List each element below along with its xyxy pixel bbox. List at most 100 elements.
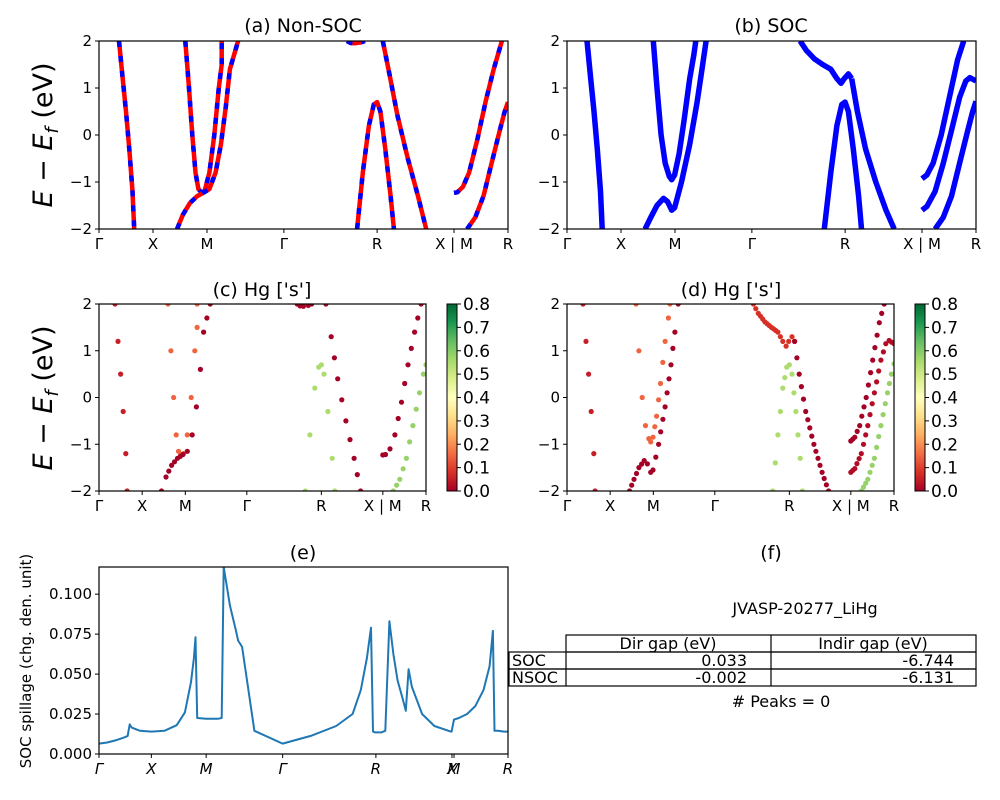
peaks-count: # Peaks = 0 bbox=[732, 692, 831, 711]
band-point bbox=[798, 384, 805, 390]
band-point bbox=[675, 304, 681, 307]
x-tick-label: Γ bbox=[95, 497, 104, 515]
band-point bbox=[668, 362, 674, 368]
band-point bbox=[826, 488, 832, 491]
band-point bbox=[878, 423, 884, 429]
band-point bbox=[807, 425, 813, 431]
colorbar-tick-label: 0.6 bbox=[463, 342, 490, 362]
panel-d-colorbar bbox=[914, 303, 926, 492]
band-point bbox=[660, 416, 666, 422]
y-tick-label: 0 bbox=[82, 126, 92, 144]
band-point bbox=[786, 362, 793, 368]
band-point bbox=[654, 413, 660, 419]
panel-b-title: (b) SOC bbox=[734, 15, 807, 37]
band-point bbox=[770, 488, 776, 491]
band-point bbox=[642, 423, 649, 429]
x-tick-label: Γ bbox=[563, 235, 572, 253]
y-tick-label: 0 bbox=[550, 126, 560, 144]
band-point bbox=[192, 348, 198, 354]
panel-d-axes: −2 −1 0 1 2 Γ X M Γ R X | M R bbox=[538, 295, 899, 515]
band-point bbox=[633, 304, 639, 307]
x-tick-label: R bbox=[503, 760, 513, 778]
band-point bbox=[171, 459, 178, 465]
spillage-line bbox=[99, 567, 508, 745]
x-tick-label: X bbox=[605, 497, 615, 515]
band-point bbox=[329, 455, 335, 461]
band-point bbox=[194, 304, 200, 307]
band-point bbox=[794, 355, 800, 361]
band-7-line bbox=[920, 74, 976, 213]
band-point bbox=[867, 469, 873, 475]
band-point bbox=[811, 441, 817, 447]
x-tick-label: X bbox=[137, 497, 147, 515]
panel-c-colorbar bbox=[446, 303, 458, 492]
band-point bbox=[586, 371, 592, 377]
band-point bbox=[394, 482, 400, 488]
ylabel-c-sub: f bbox=[42, 388, 63, 397]
band-point bbox=[115, 338, 121, 344]
band-point bbox=[328, 334, 334, 340]
band-point bbox=[173, 432, 179, 438]
band-5-line bbox=[380, 41, 429, 229]
band-point bbox=[343, 418, 349, 424]
band-point bbox=[882, 401, 888, 407]
band-point bbox=[410, 423, 416, 429]
band-point bbox=[856, 456, 862, 462]
band-point bbox=[813, 448, 819, 454]
band-point bbox=[163, 474, 169, 480]
colorbar-tick-label: 0.2 bbox=[931, 435, 958, 455]
band-point bbox=[184, 448, 190, 454]
colorbar-tick-label: 0.0 bbox=[463, 482, 490, 502]
y-tick-label: 2 bbox=[550, 32, 560, 50]
x-tick-label: X bbox=[148, 235, 158, 253]
x-tick-label: R bbox=[840, 235, 850, 253]
band-point bbox=[592, 488, 598, 491]
band-point bbox=[750, 304, 756, 307]
band-point bbox=[653, 454, 659, 460]
band-point bbox=[860, 484, 867, 490]
ylabel-a-sub: f bbox=[42, 125, 63, 134]
band-point bbox=[880, 412, 886, 418]
band-point bbox=[783, 343, 789, 349]
band-point bbox=[631, 476, 637, 482]
band-point bbox=[413, 406, 419, 412]
band-point bbox=[405, 362, 411, 368]
colorbar-tick-label: 0.0 bbox=[931, 482, 958, 502]
panel-f-table: JVASP-20277_LiHg Dir gap (eV) Indir gap … bbox=[508, 599, 977, 711]
y-tick-label: 1 bbox=[82, 79, 92, 97]
ylabel-c-unit: (eV) bbox=[28, 326, 59, 391]
band-point bbox=[171, 394, 177, 401]
band-point bbox=[641, 458, 647, 464]
band-point bbox=[865, 476, 871, 482]
colorbar-tick-label: 0.8 bbox=[931, 295, 958, 315]
band-point bbox=[852, 434, 858, 440]
band-point bbox=[302, 488, 308, 491]
colorbar-tick-label: 0.8 bbox=[463, 295, 490, 315]
band-point bbox=[857, 423, 863, 429]
y-tick-label: −2 bbox=[70, 220, 92, 238]
band-point bbox=[876, 368, 882, 374]
band-point bbox=[312, 385, 318, 391]
band-point bbox=[859, 413, 865, 419]
band-point bbox=[891, 341, 894, 347]
band-point bbox=[423, 362, 426, 368]
table-header-indir-gap: Indir gap (eV) bbox=[818, 634, 928, 653]
band-point bbox=[662, 338, 668, 344]
band-point bbox=[789, 334, 795, 340]
y-tick-label: −1 bbox=[70, 173, 92, 191]
y-tick-label: 0.025 bbox=[49, 705, 92, 723]
x-tick-label: Γ bbox=[95, 235, 104, 253]
band-point bbox=[795, 432, 801, 438]
band-point bbox=[189, 432, 195, 438]
band-point bbox=[358, 488, 364, 491]
band-point bbox=[180, 451, 186, 458]
band-3-line bbox=[797, 41, 854, 87]
band-point bbox=[819, 469, 825, 475]
band-point bbox=[165, 304, 171, 307]
band-point bbox=[403, 455, 409, 461]
panel-a-title: (a) Non-SOC bbox=[244, 15, 362, 37]
band-point bbox=[332, 488, 338, 491]
x-tick-label: R bbox=[503, 235, 513, 253]
band-point bbox=[307, 432, 313, 438]
